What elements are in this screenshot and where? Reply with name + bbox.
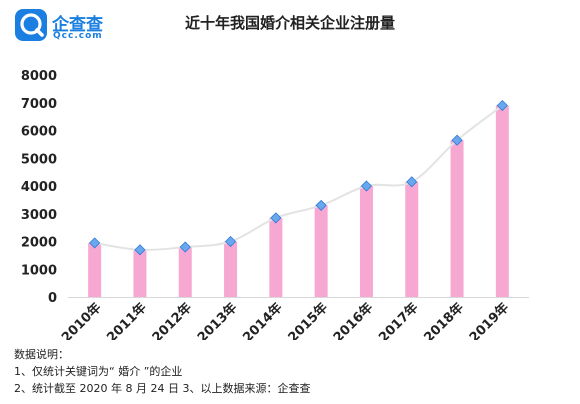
marker-2016年 [360,180,373,192]
x-tick-label-4: 2014年 [240,300,286,340]
bar-2018年 [450,140,464,297]
bar-2012年 [178,247,192,297]
bar-2013年 [224,241,238,297]
data-notes: 数据说明： 1、仅统计关键词为“ 婚介 ”的企业 2、统计截至 2020 年 8… [14,346,310,397]
qcc-logo: 企查查 Qcc.com [14,8,134,44]
marker-2013年 [224,235,237,248]
x-tick-label-3: 2013年 [194,300,240,340]
y-tick-label-2: 2000 [21,236,57,251]
y-tick-label-8: 8000 [21,69,57,84]
x-tick-label-8: 2018年 [421,300,467,340]
x-tick-label-2: 2012年 [149,300,195,340]
marker-2011年 [134,244,146,256]
y-tick-label-6: 6000 [21,125,57,140]
y-tick-label-7: 7000 [21,97,57,112]
y-tick-label-3: 3000 [21,208,57,223]
notes-line-2: 2、统计截至 2020 年 8 月 24 日 3、以上数据来源：企查查 [14,382,311,395]
x-tick-label-9: 2019年 [466,300,512,340]
trend-line [94,104,503,251]
notes-line-1: 1、仅统计关键词为“ 婚介 ”的企业 [14,365,183,378]
marker-2018年 [451,134,463,146]
x-tick-label-5: 2015年 [285,300,331,340]
bar-2019年 [495,105,509,298]
logo-name: 企查查 [52,15,103,35]
qcc-logo-icon [15,9,47,41]
x-tick-label-0: 2010年 [58,300,104,340]
y-tick-label-0: 0 [48,291,57,306]
marker-2017年 [406,176,418,188]
notes-heading: 数据说明： [14,348,69,361]
bar-2017年 [405,181,419,297]
x-tick-label-1: 2011年 [104,300,150,340]
marker-2015年 [315,199,327,211]
bar-2015年 [314,205,328,297]
logo-site: Qcc.com [53,31,103,41]
x-tick-label-7: 2017年 [375,300,421,340]
y-tick-label-4: 4000 [21,180,57,195]
y-tick-label-1: 1000 [21,263,57,278]
bar-2011年 [133,249,147,297]
marker-2014年 [270,212,282,224]
marker-2019年 [496,99,508,112]
chart-title: 近十年我国婚介相关企业注册量 [184,14,395,32]
bar-2014年 [269,217,283,297]
marker-2012年 [179,241,191,253]
y-tick-label-5: 5000 [21,152,57,167]
x-tick-label-6: 2016年 [330,300,376,340]
bar-2016年 [359,186,373,297]
bar-2010年 [88,242,102,297]
marker-2010年 [89,237,101,249]
